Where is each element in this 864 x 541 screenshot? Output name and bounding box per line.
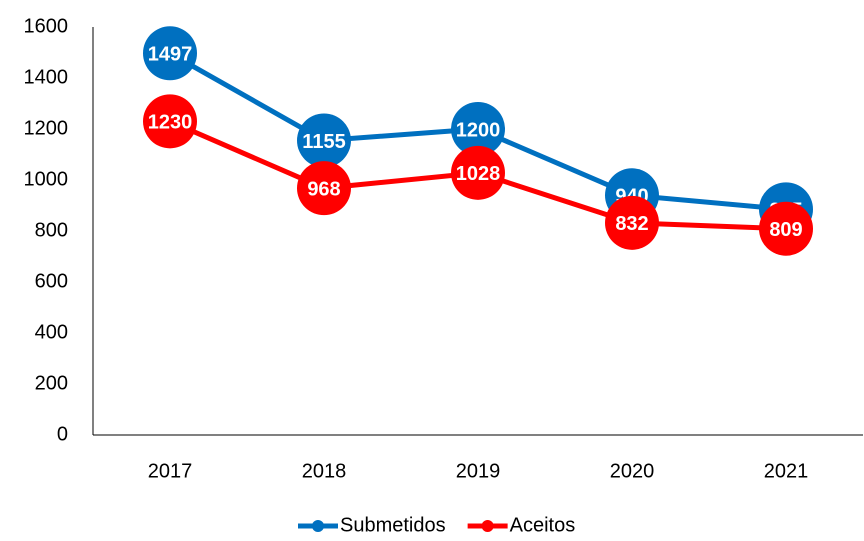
data-point — [451, 145, 505, 200]
x-tick-label: 2018 — [302, 460, 347, 482]
legend-marker — [312, 520, 324, 532]
data-label: 809 — [769, 219, 802, 241]
data-point — [143, 26, 197, 81]
data-label: 968 — [307, 178, 340, 200]
data-point — [297, 113, 351, 168]
data-label: 1200 — [456, 119, 501, 141]
legend-label: Submetidos — [340, 514, 446, 536]
data-point — [605, 195, 659, 250]
y-tick-label: 0 — [57, 423, 68, 445]
y-tick-label: 200 — [35, 372, 68, 394]
data-point — [297, 161, 351, 216]
x-tick-label: 2017 — [148, 460, 193, 482]
x-tick-label: 2020 — [610, 460, 655, 482]
data-point — [451, 102, 505, 156]
data-label: 832 — [615, 213, 648, 235]
data-label: 1497 — [148, 44, 193, 66]
x-tick-label: 2021 — [764, 460, 809, 482]
y-tick-label: 800 — [35, 219, 68, 241]
y-tick-label: 1600 — [24, 15, 69, 37]
x-tick-label: 2019 — [456, 460, 501, 482]
y-tick-label: 1400 — [24, 66, 69, 88]
data-label: 1155 — [302, 131, 345, 153]
y-tick-label: 1200 — [24, 117, 69, 139]
y-tick-label: 600 — [35, 270, 68, 292]
data-label: 1028 — [456, 163, 501, 185]
y-tick-label: 1000 — [24, 168, 69, 190]
legend-marker — [481, 520, 494, 532]
legend-label: Aceitos — [510, 514, 576, 536]
data-label: 1230 — [148, 112, 193, 134]
data-point — [759, 201, 813, 256]
data-point — [143, 94, 197, 149]
y-tick-label: 400 — [35, 321, 68, 343]
